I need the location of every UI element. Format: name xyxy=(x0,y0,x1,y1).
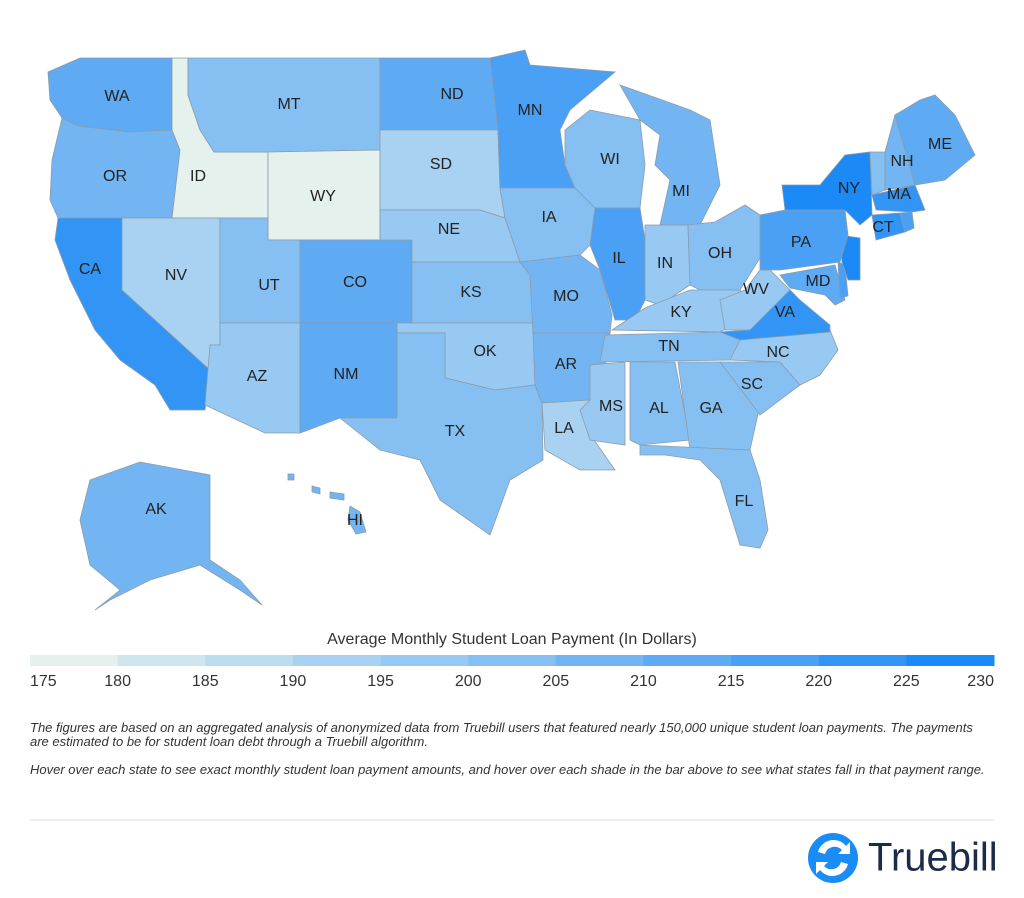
state xyxy=(779,264,846,306)
state-label: ND xyxy=(440,86,463,103)
state xyxy=(287,473,367,535)
state xyxy=(79,461,263,611)
legend-tick-label: 220 xyxy=(805,673,832,690)
state-label: MT xyxy=(277,96,300,113)
state xyxy=(629,361,691,446)
state-label: UT xyxy=(258,277,280,294)
state-label: MS xyxy=(599,398,623,415)
legend-tick-label: 215 xyxy=(718,673,745,690)
logo-icon xyxy=(808,833,858,883)
legend-swatch xyxy=(292,655,382,666)
state xyxy=(519,254,613,334)
state-label: MN xyxy=(518,102,543,119)
state-label: ID xyxy=(190,168,206,185)
state-label: GA xyxy=(699,400,722,417)
state-label: NV xyxy=(165,267,188,284)
legend-swatch xyxy=(818,655,907,666)
legend-tick-label: 180 xyxy=(104,673,131,690)
state-label: NE xyxy=(438,221,460,238)
legend-tick-label: 190 xyxy=(280,673,307,690)
legend-tick-label: 200 xyxy=(455,673,482,690)
legend-swatch xyxy=(117,655,206,666)
state-label: CT xyxy=(872,219,894,236)
state-label: IL xyxy=(612,250,625,267)
state-label: AL xyxy=(649,400,669,417)
legend-tick-label: 230 xyxy=(967,673,994,690)
state-label: OK xyxy=(473,343,496,360)
state-label: WA xyxy=(104,88,130,105)
state-label: TN xyxy=(658,338,679,355)
legend-tick-label: 195 xyxy=(367,673,394,690)
state xyxy=(489,49,616,189)
legend-swatch xyxy=(731,655,820,666)
legend-tick-label: 205 xyxy=(542,673,569,690)
state-labels: WA OR CA ID NV MT WY UT AZ CO NM ND SD NE KS OK TX MN IA MO… xyxy=(79,86,952,529)
states xyxy=(47,49,976,611)
legend-tick-label: 225 xyxy=(893,673,920,690)
state-label: CA xyxy=(79,261,102,278)
state xyxy=(379,57,499,131)
state-label: FL xyxy=(735,493,754,510)
state-label: IN xyxy=(657,255,673,272)
state-label: AR xyxy=(555,356,577,373)
legend-tick-label: 210 xyxy=(630,673,657,690)
state-label: IA xyxy=(541,209,556,226)
legend-swatch xyxy=(30,655,119,666)
state xyxy=(871,184,926,213)
state-label: SD xyxy=(430,156,452,173)
state-label: NC xyxy=(766,344,789,361)
legend-swatch xyxy=(643,655,732,666)
legend-swatch xyxy=(906,655,995,666)
state xyxy=(899,211,915,233)
legend-tick-label: 185 xyxy=(192,673,219,690)
legend-swatch xyxy=(555,655,644,666)
state-label: NY xyxy=(838,180,861,197)
legend-swatch xyxy=(205,655,294,666)
legend-title: Average Monthly Student Loan Payment (In… xyxy=(327,631,697,648)
state-label: HI xyxy=(347,512,363,529)
state-label: WY xyxy=(310,188,336,205)
state xyxy=(719,289,831,341)
state-label: VA xyxy=(775,304,795,321)
state-label: CO xyxy=(343,274,367,291)
state xyxy=(379,129,506,219)
state-label: NH xyxy=(890,153,913,170)
state-label: OR xyxy=(103,168,127,185)
legend-tick-label: 175 xyxy=(30,673,57,690)
state-label: TX xyxy=(445,423,466,440)
state xyxy=(338,332,544,536)
state-label: WI xyxy=(600,151,620,168)
state-label: KY xyxy=(670,304,692,321)
state-label: KS xyxy=(460,284,481,301)
state xyxy=(894,94,976,186)
legend-swatch xyxy=(380,655,469,666)
state xyxy=(869,151,886,196)
note: Hover over each state to see exact month… xyxy=(30,762,985,777)
state-label: WV xyxy=(743,281,769,298)
note: The figures are based on an aggregated a… xyxy=(30,720,973,749)
state-label: MA xyxy=(887,186,911,203)
state-label: AZ xyxy=(247,368,268,385)
brand: Truebill xyxy=(868,836,998,880)
state-label: ME xyxy=(928,136,952,153)
state-label: MI xyxy=(672,183,690,200)
state-label: LA xyxy=(554,420,574,437)
state-label: SC xyxy=(741,376,763,393)
state-label: MO xyxy=(553,288,579,305)
state xyxy=(579,361,626,446)
state-label: OH xyxy=(708,245,732,262)
state xyxy=(639,444,769,549)
state-label: MD xyxy=(806,273,831,290)
legend-swatch xyxy=(468,655,557,666)
state-label: AK xyxy=(145,501,167,518)
state-label: PA xyxy=(791,234,811,251)
state-label: NM xyxy=(334,366,359,383)
